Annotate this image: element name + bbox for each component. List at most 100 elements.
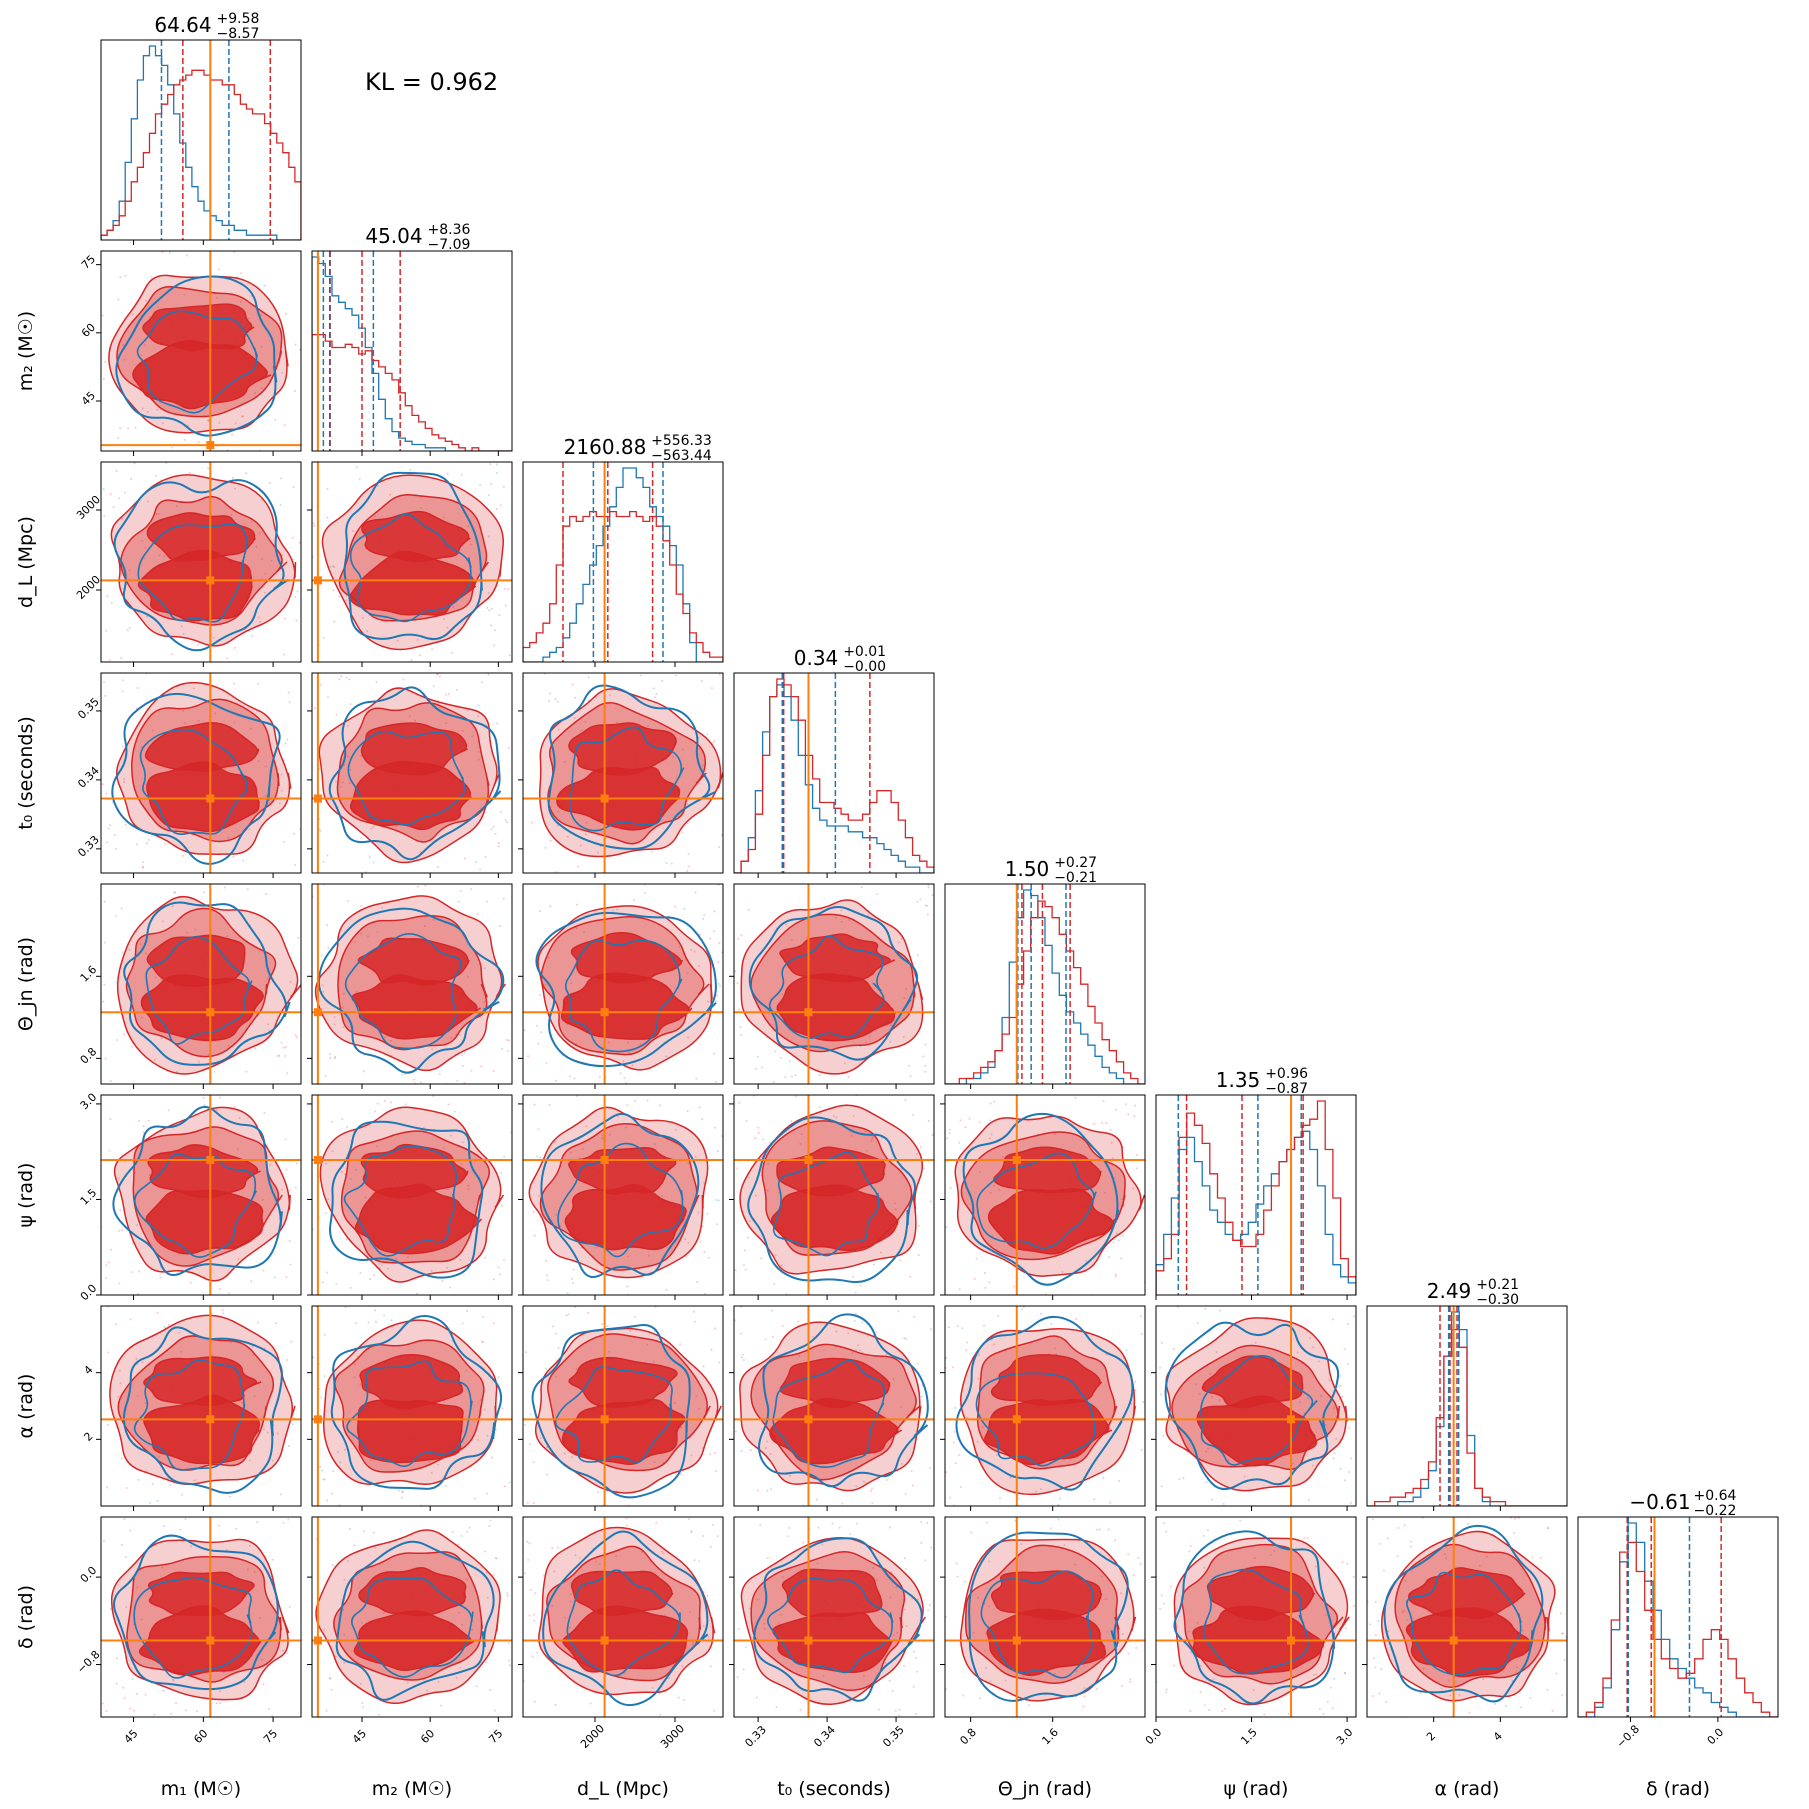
contour-inner-2: [781, 1568, 883, 1618]
contour-secondary-inner: [133, 1359, 246, 1471]
contour-secondary: [335, 1540, 495, 1701]
contour-secondary-inner: [344, 933, 462, 1050]
contour-inner: [356, 1399, 464, 1464]
panel-dL-m2: [307, 461, 513, 667]
axes-frame: [1155, 1516, 1357, 1718]
contour-inner: [140, 974, 264, 1042]
x-axis-label-psi: ψ (rad): [1224, 1778, 1289, 1800]
x-tick-label: 0.34: [811, 1723, 838, 1750]
axes-frame: [1155, 1305, 1357, 1507]
title-m1: 64.64: [154, 13, 211, 37]
contour-secondary: [113, 1534, 279, 1691]
axes-frame: [100, 883, 302, 1085]
contour-secondary-inner: [343, 1145, 458, 1257]
title-lower-error: −0.21: [1054, 870, 1097, 886]
contour-secondary: [535, 911, 717, 1068]
x-axis-label-alpha: α (rad): [1435, 1778, 1500, 1800]
panel-thetajn-m2: [307, 883, 513, 1089]
contour-secondary-inner: [1200, 1354, 1318, 1466]
axes-frame: [522, 672, 724, 874]
axes-frame: [100, 250, 302, 452]
histogram-thetajn-secondary: [945, 889, 1145, 1084]
axes-frame: [522, 1305, 724, 1507]
contour-inner: [564, 1183, 687, 1251]
contour-inner-2: [146, 934, 246, 987]
histogram-m1-primary: [101, 69, 301, 240]
contour-secondary: [962, 1112, 1120, 1286]
contour-secondary: [531, 1324, 691, 1499]
panel-psi-psi: 1.35 +0.96−0.87: [1155, 1066, 1357, 1300]
x-tick-label: 0.35: [880, 1723, 907, 1750]
contour-secondary: [330, 1315, 503, 1490]
contour-inner-2: [360, 722, 468, 776]
contour-inner-2: [357, 937, 470, 986]
y-tick-label: 0.33: [75, 833, 102, 860]
panel-thetajn-dL: [518, 883, 724, 1089]
x-axis-label-t0: t₀ (seconds): [777, 1778, 891, 1800]
truth-marker: [1287, 1636, 1296, 1645]
y-tick-label: 1.6: [78, 963, 100, 985]
y-tick-label: 3000: [74, 493, 103, 522]
title-lower-error: −0.22: [1694, 1503, 1737, 1519]
contour-inner: [987, 1188, 1116, 1255]
x-axis-label-m1: m₁ (M☉): [161, 1778, 241, 1800]
contour-secondary-inner: [564, 939, 683, 1053]
axes-frame: [311, 1305, 513, 1507]
truth-marker: [206, 441, 215, 450]
histogram-m2-primary: [312, 333, 512, 451]
y-axis-label-delta: δ (rad): [15, 1585, 37, 1649]
axes-frame: [311, 250, 513, 452]
truth-marker: [600, 794, 609, 803]
truth-marker: [1012, 1155, 1021, 1164]
truth-marker: [600, 1415, 609, 1424]
contour-secondary: [955, 1315, 1134, 1491]
truth-marker: [600, 1008, 609, 1017]
x-axis-label-delta: δ (rad): [1646, 1778, 1710, 1800]
axes-frame: [1577, 1516, 1779, 1718]
axes-frame: [100, 1516, 302, 1718]
contour-secondary: [547, 684, 717, 850]
title-upper-error: +0.27: [1054, 855, 1097, 871]
x-tick-label: 1.6: [1039, 1726, 1061, 1748]
panel-t0-m2: [307, 672, 513, 878]
contour-inner-2: [147, 1144, 261, 1199]
panel-delta-psi: 0.0 1.5 3.0: [1143, 1516, 1357, 1747]
axes-frame: [1366, 1305, 1568, 1507]
panel-m2-m1: 45 60 75: [79, 250, 302, 456]
x-tick-label: 0.33: [742, 1723, 769, 1750]
title-lower-error: −0.30: [1476, 1292, 1519, 1308]
contour-secondary-inner: [566, 1569, 681, 1677]
panel-psi-t0: [729, 1094, 935, 1300]
contour-secondary-inner: [568, 726, 685, 832]
panel-m2-m2: 45.04 +8.36−7.09: [311, 222, 513, 456]
axes-frame: [944, 883, 1146, 1085]
y-tick-label: −0.8: [74, 1648, 102, 1676]
truth-marker: [313, 1636, 322, 1645]
x-axis-label-m2: m₂ (M☉): [372, 1778, 452, 1800]
panel-t0-m1: 0.33 0.34 0.35: [75, 672, 302, 878]
contour-secondary-inner: [976, 1152, 1097, 1249]
title-upper-error: +8.36: [428, 222, 471, 238]
contour-secondary: [753, 1537, 923, 1702]
truth-marker: [804, 1155, 813, 1164]
y-tick-label: 0.35: [75, 695, 102, 722]
histogram-dL-secondary: [523, 467, 723, 662]
contour-secondary: [123, 901, 291, 1066]
truth-marker: [206, 1636, 215, 1645]
x-axis-label-thetajn: Θ_jn (rad): [998, 1778, 1092, 1800]
y-tick-label: 75: [79, 253, 98, 272]
contour-secondary: [317, 907, 505, 1074]
panels-layer: 64.64 +9.58−8.57 m₁ (M☉) 45 60 75 45.04 +8.36−7…: [15, 11, 1779, 1800]
contour-secondary-inner: [767, 1577, 894, 1674]
title-upper-error: +0.21: [1476, 1277, 1519, 1293]
histogram-alpha-primary: [1367, 1328, 1567, 1506]
panel-alpha-dL: [518, 1305, 724, 1511]
contour-secondary-inner: [139, 728, 248, 835]
histogram-t0-secondary: [734, 684, 934, 873]
contour-inner-2: [568, 722, 677, 776]
contour-secondary: [115, 275, 278, 437]
histogram-psi-secondary: [1156, 1130, 1356, 1295]
axes-frame: [311, 1516, 513, 1718]
x-tick-label: 45: [350, 1727, 369, 1746]
